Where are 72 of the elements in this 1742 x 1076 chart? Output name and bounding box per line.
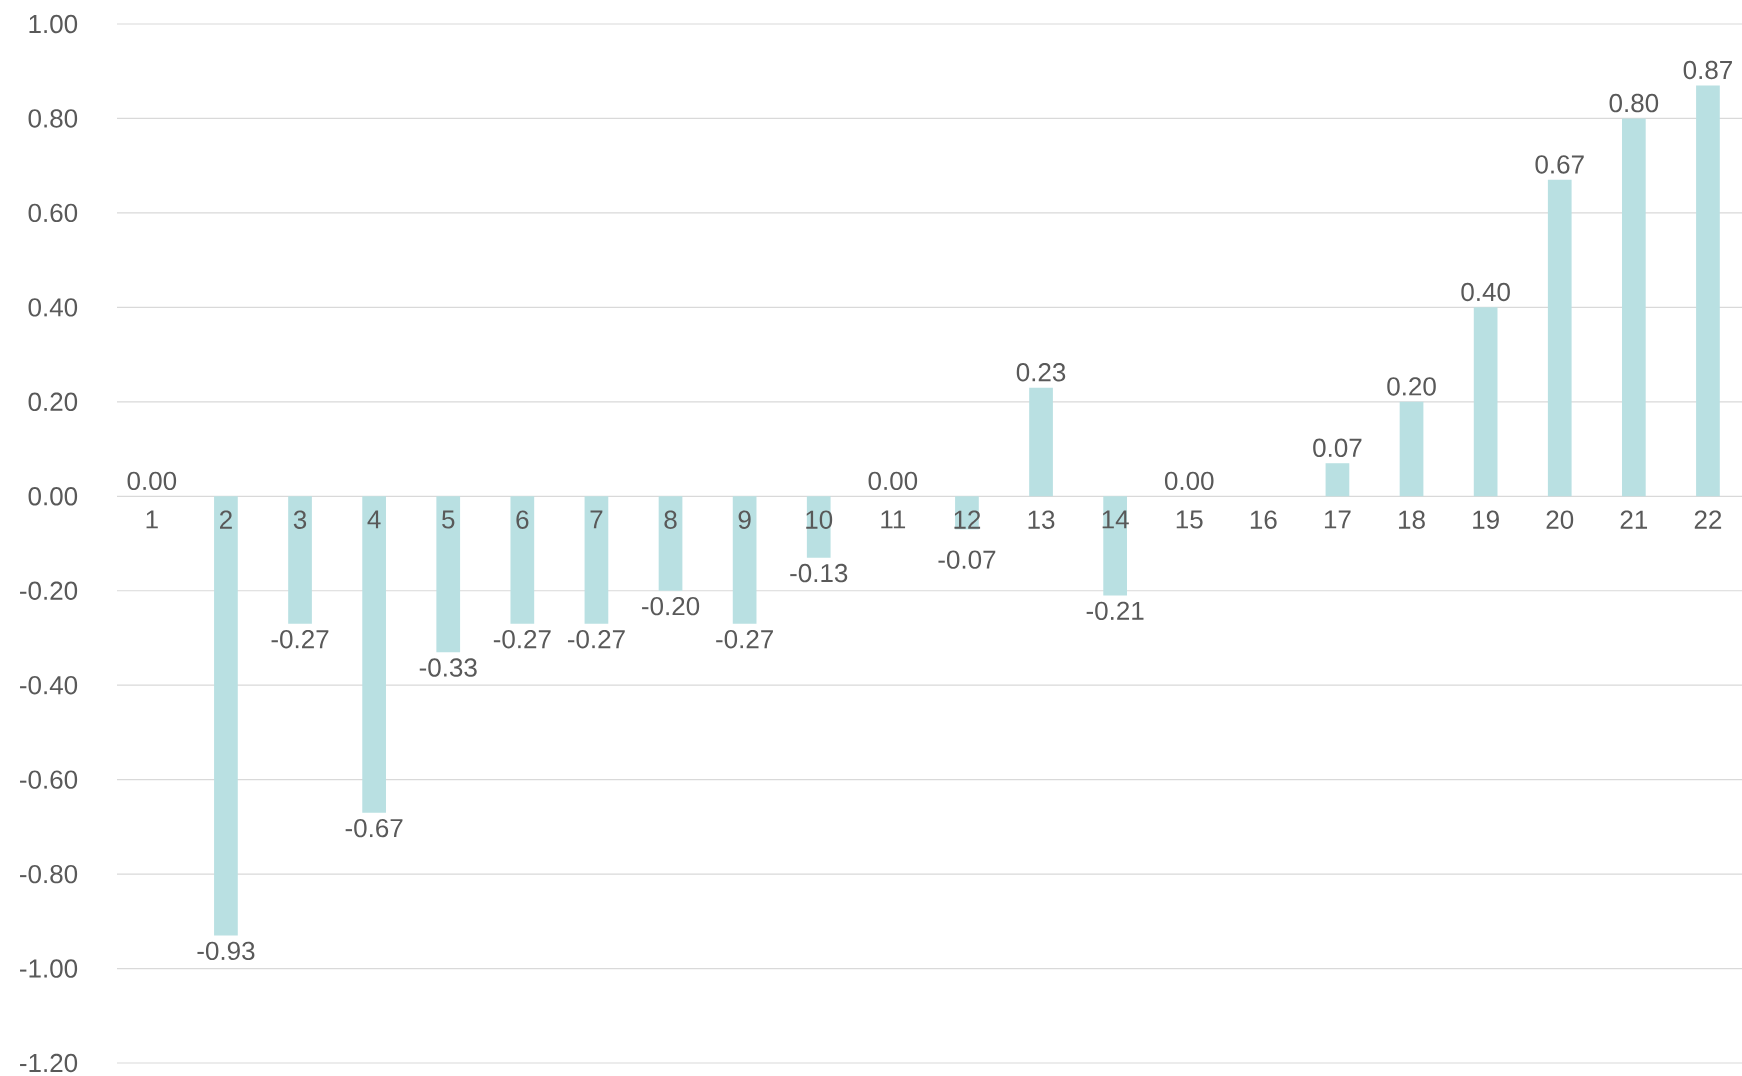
y-tick-label: -1.20 [20, 1053, 78, 1073]
bar [658, 496, 683, 591]
y-tick-label: -1.00 [20, 959, 78, 978]
data-label: -0.07 [938, 550, 996, 569]
bar [1621, 118, 1646, 497]
x-tick-label: 18 [1399, 510, 1425, 529]
x-tick-label: 4 [367, 510, 381, 529]
data-label: -0.27 [271, 629, 329, 649]
data-label: -0.67 [345, 818, 403, 838]
data-label: 0.23 [1016, 363, 1066, 382]
data-label: 0.00 [868, 471, 918, 491]
y-tick-label: -0.20 [20, 581, 78, 600]
data-label: 0.20 [1387, 377, 1436, 396]
bar [1103, 496, 1127, 596]
data-label: 0.40 [1461, 282, 1510, 302]
bar [1547, 179, 1572, 497]
x-tick-label: 1 [146, 510, 158, 529]
x-tick-label: 14 [1102, 510, 1129, 529]
y-tick-label: -0.40 [20, 675, 78, 695]
x-tick-label: 12 [954, 510, 981, 529]
y-tick-label: 0.60 [28, 203, 78, 223]
x-tick-label: 9 [738, 510, 751, 529]
bar [362, 496, 386, 813]
y-tick-label: 0.20 [28, 392, 78, 412]
data-label: -0.27 [716, 629, 773, 649]
x-tick-label: 6 [516, 510, 529, 529]
x-tick-label: 5 [442, 510, 455, 529]
data-label: -0.27 [567, 629, 625, 649]
data-label: -0.21 [1086, 601, 1144, 621]
data-label: 0.67 [1535, 155, 1584, 174]
data-label: 0.00 [127, 471, 177, 491]
data-label: 0.80 [1609, 93, 1659, 113]
y-tick-label: -0.60 [20, 770, 78, 789]
data-label: 0.87 [1683, 60, 1732, 80]
y-tick-label: -0.80 [20, 864, 78, 884]
data-label: -0.93 [197, 941, 255, 961]
x-tick-label: 2 [220, 510, 232, 529]
x-tick-label: 8 [664, 510, 677, 529]
bar [510, 496, 535, 624]
data-label: 0.00 [1164, 471, 1214, 491]
x-tick-label: 19 [1473, 510, 1499, 529]
y-tick-label: 0.40 [28, 298, 78, 317]
bar [214, 496, 238, 936]
x-tick-label: 16 [1250, 510, 1277, 529]
y-tick-label: 1.00 [29, 14, 78, 34]
x-tick-label: 10 [806, 510, 833, 529]
bar [584, 496, 609, 624]
bar [806, 496, 831, 558]
bar [1325, 463, 1350, 497]
data-label: -0.27 [493, 629, 551, 649]
bar [1399, 401, 1424, 497]
x-tick-label: 13 [1028, 510, 1055, 529]
bar [732, 496, 757, 624]
bar [436, 496, 461, 653]
bar [288, 496, 312, 624]
x-tick-label: 20 [1546, 510, 1574, 529]
bar [1696, 85, 1720, 497]
y-tick-label: 0.80 [28, 109, 78, 128]
bar [1473, 307, 1498, 497]
x-tick-label: 17 [1324, 510, 1351, 529]
x-tick-label: 11 [881, 510, 906, 529]
x-tick-label: 7 [590, 510, 603, 529]
x-tick-label: 21 [1620, 510, 1648, 529]
data-label: 0.07 [1313, 438, 1362, 458]
data-label: -0.13 [790, 563, 848, 583]
x-tick-label: 15 [1176, 510, 1203, 529]
y-tick-label: 0.00 [28, 487, 78, 506]
x-tick-label: 22 [1694, 510, 1722, 529]
bar [1029, 387, 1053, 497]
x-tick-label: 3 [293, 510, 307, 529]
data-label: -0.33 [419, 658, 477, 677]
data-label: -0.20 [642, 596, 700, 616]
